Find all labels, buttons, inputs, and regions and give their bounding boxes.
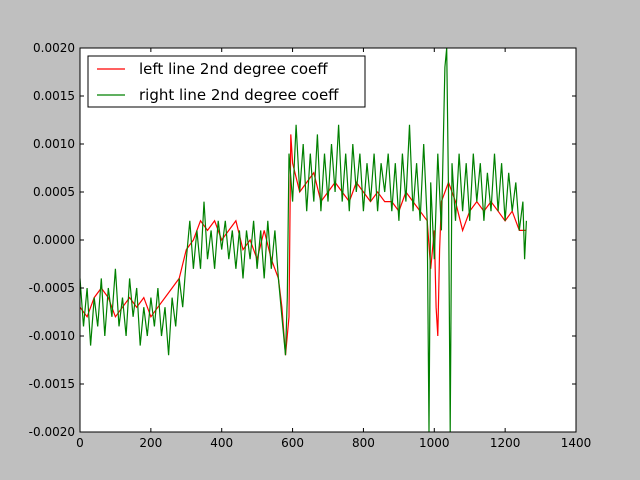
x-tick-label: 400 bbox=[210, 436, 233, 450]
legend: left line 2nd degree coeff right line 2nd… bbox=[87, 55, 366, 108]
series-line-0 bbox=[80, 134, 527, 356]
x-tick-label: 0 bbox=[76, 436, 84, 450]
legend-label-1: right line 2nd degree coeff bbox=[139, 86, 339, 104]
y-tick-label: 0.0000 bbox=[33, 233, 75, 247]
y-tick-label: 0.0010 bbox=[33, 137, 75, 151]
x-tick-label: 800 bbox=[352, 436, 375, 450]
x-axis: 0 200 400 600 800 1000 1200 1400 bbox=[76, 48, 591, 450]
legend-label-0: left line 2nd degree coeff bbox=[139, 60, 328, 78]
y-axis: -0.0020 -0.0015 -0.0010 -0.0005 0.0000 0.0005… bbox=[29, 41, 576, 439]
y-tick-label: 0.0015 bbox=[33, 89, 75, 103]
y-tick-label: 0.0005 bbox=[33, 185, 75, 199]
x-tick-label: 200 bbox=[139, 436, 162, 450]
y-tick-label: -0.0005 bbox=[29, 281, 75, 295]
x-tick-label: 1200 bbox=[490, 436, 521, 450]
y-tick-label: -0.0015 bbox=[29, 377, 75, 391]
series-layer bbox=[80, 48, 527, 432]
x-tick-label: 1400 bbox=[561, 436, 592, 450]
y-tick-label: -0.0010 bbox=[29, 329, 75, 343]
x-tick-label: 1000 bbox=[419, 436, 450, 450]
y-tick-label: -0.0020 bbox=[29, 425, 75, 439]
x-tick-label: 600 bbox=[281, 436, 304, 450]
legend-box bbox=[87, 55, 366, 108]
y-tick-label: 0.0020 bbox=[33, 41, 75, 55]
series-line-1 bbox=[80, 48, 527, 432]
plot-area bbox=[80, 48, 576, 432]
